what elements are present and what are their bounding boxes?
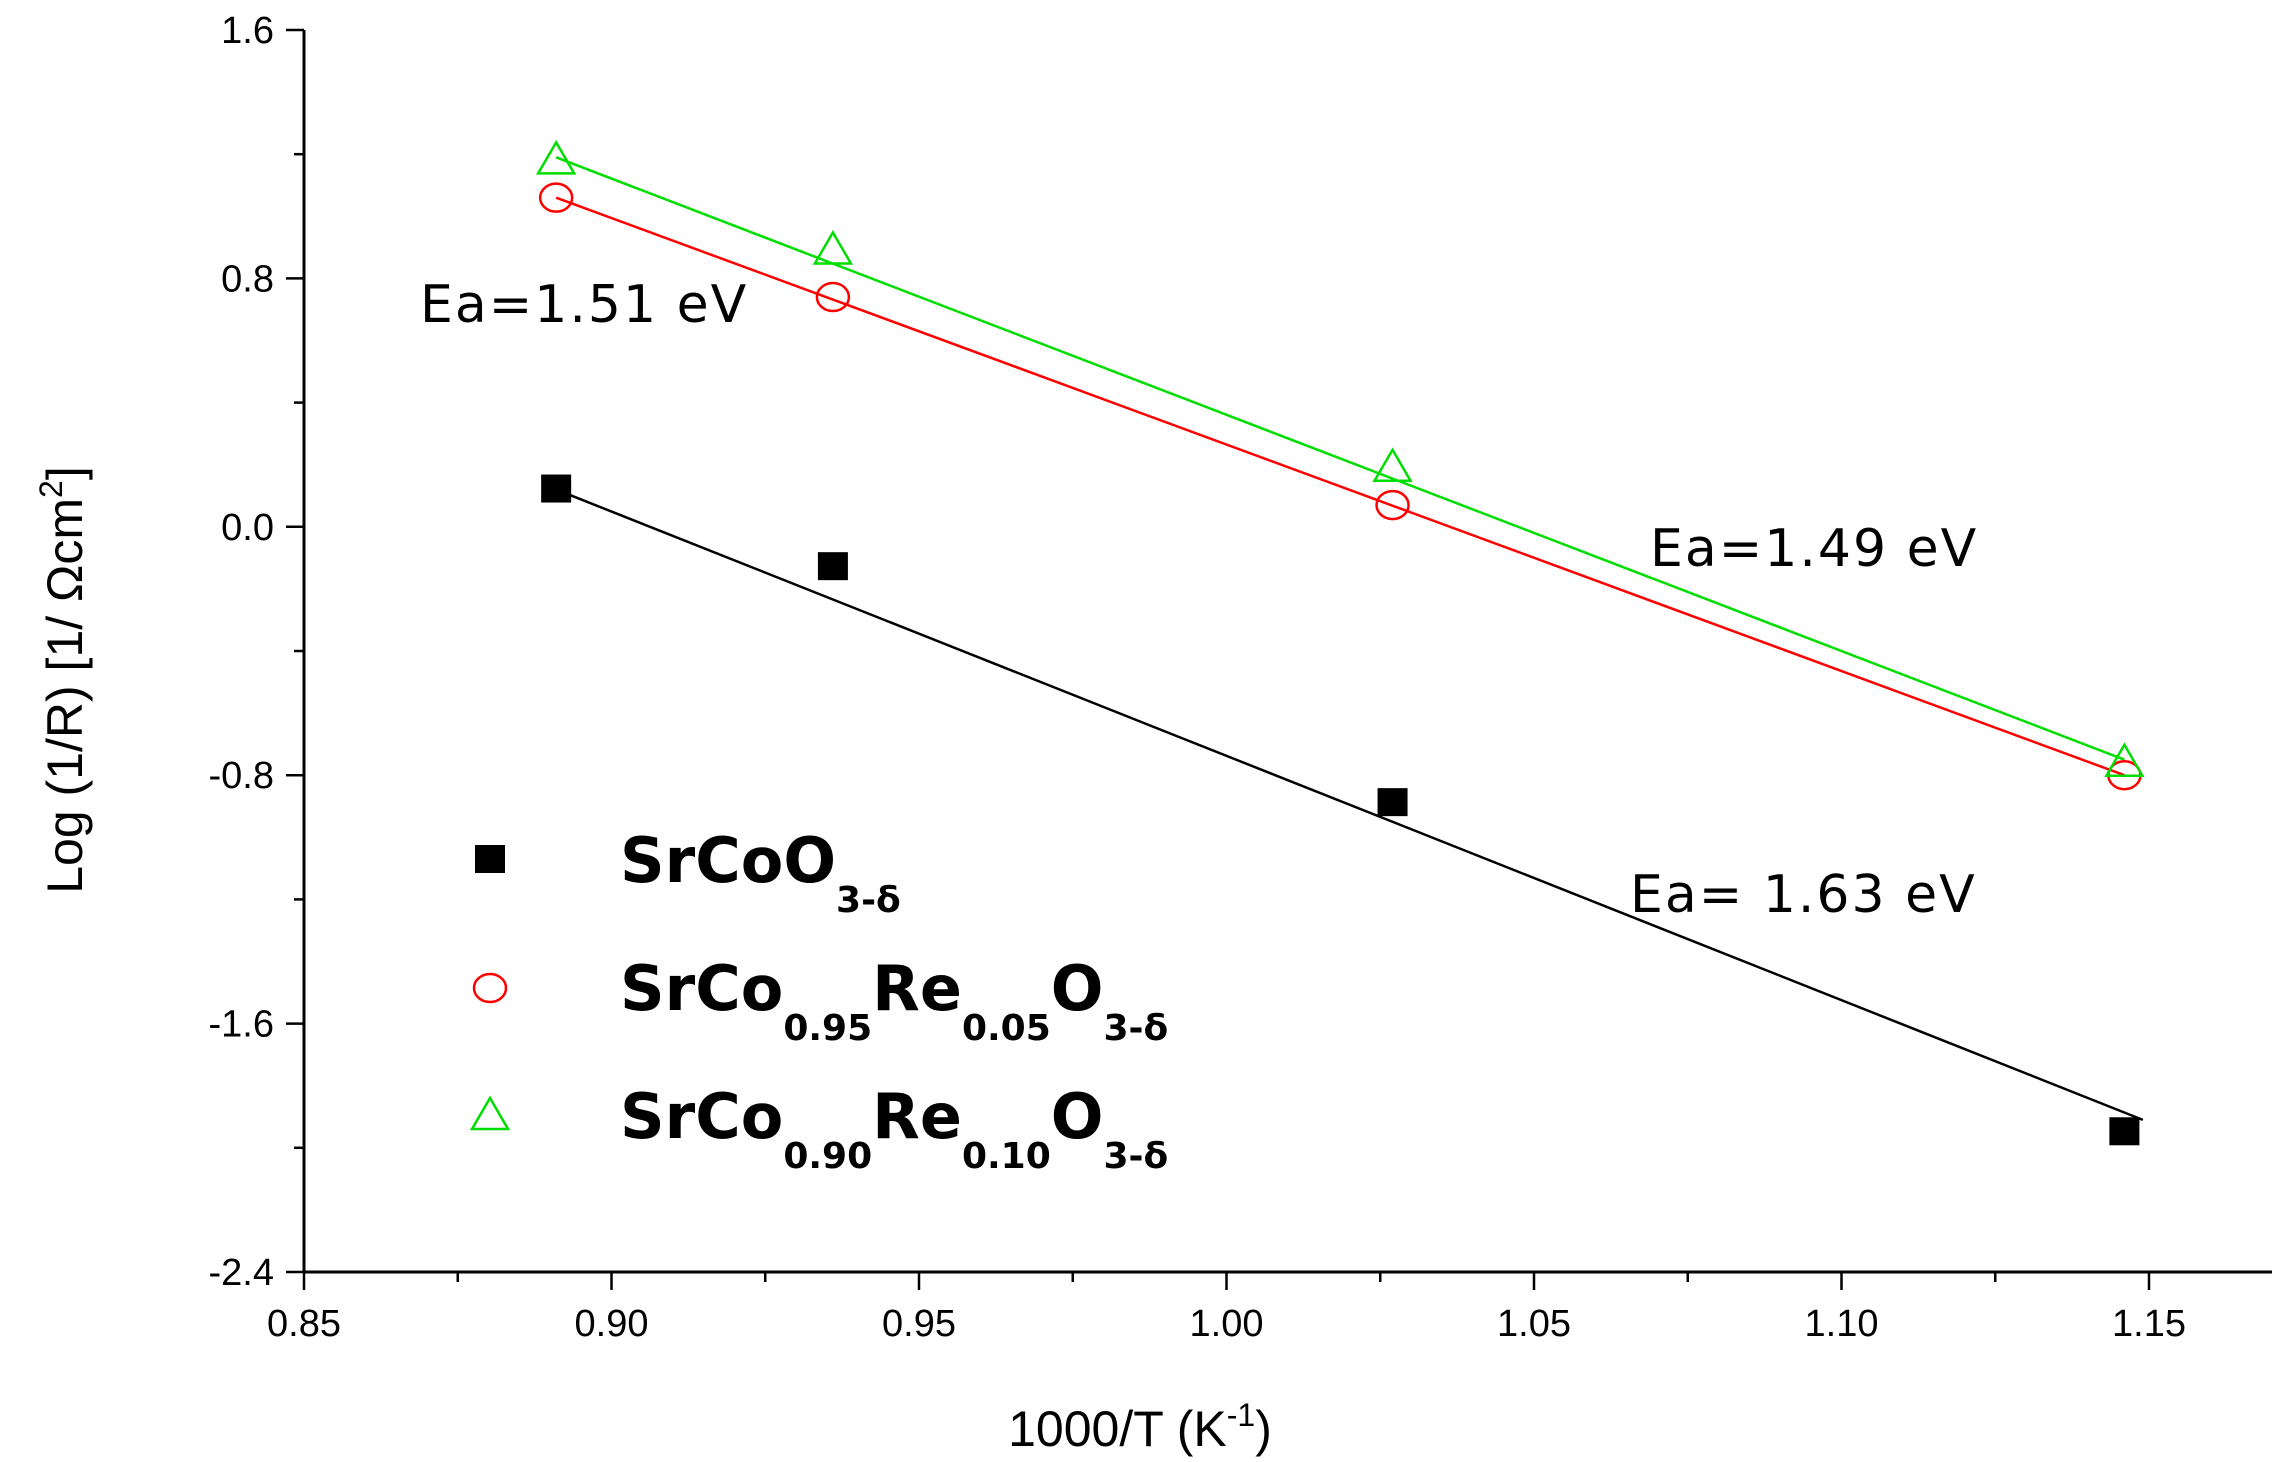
axis-ticks: 0.85 0.90 0.95 1.00 1.05 1.10 1.15 -2.4 -1.6 -0.8… <box>209 10 2186 1345</box>
data-point-s0-3 <box>2109 1117 2140 1146</box>
data-point-s2-1 <box>812 229 854 265</box>
legend-label-2: SrCo0.90Re0.10O3-δ <box>620 1080 1168 1177</box>
legend-marker-2 <box>469 1095 511 1131</box>
annotation-ea-149: Ea=1.49 eV <box>1650 519 1978 579</box>
fit-line-0 <box>555 488 2144 1122</box>
x-axis-title: 1000/T (K-1) <box>1008 1397 1272 1457</box>
x-tick-label: 1.05 <box>1497 1303 1571 1345</box>
x-tick-label: 1.15 <box>2112 1303 2186 1345</box>
annotation-ea-151: Ea=1.51 eV <box>420 275 748 335</box>
x-tick-label: 1.00 <box>1190 1303 1264 1345</box>
fit-line-2 <box>555 156 2125 761</box>
annotation-ea-163: Ea= 1.63 eV <box>1630 865 1977 925</box>
data-markers <box>535 139 2145 1146</box>
legend: SrCoO3-δ SrCo0.95Re0.05O3-δ SrCo0.90Re0.10… <box>469 824 1168 1177</box>
legend-marker-1 <box>472 972 508 1004</box>
data-point-s1-0 <box>538 182 574 213</box>
fit-lines <box>555 156 2144 1122</box>
y-tick-label: 1.6 <box>221 10 274 52</box>
y-tick-label: -1.6 <box>209 1004 274 1046</box>
data-point-s1-1 <box>815 281 851 313</box>
y-tick-label: 0.0 <box>221 507 274 549</box>
x-tick-label: 0.90 <box>575 1303 649 1345</box>
y-tick-label: -0.8 <box>209 755 274 797</box>
x-tick-label: 0.95 <box>882 1303 956 1345</box>
data-point-s2-3 <box>2104 742 2145 778</box>
legend-label-1: SrCo0.95Re0.05O3-δ <box>620 952 1168 1049</box>
data-point-s0-0 <box>541 474 572 503</box>
y-axis-title: Log (1/R) [1/ Ωcm2] <box>33 466 93 894</box>
fit-line-1 <box>555 196 2125 777</box>
data-point-s2-0 <box>535 139 577 175</box>
data-point-s0-2 <box>1377 788 1408 817</box>
data-point-s2-2 <box>1372 447 1413 483</box>
y-tick-label: -2.4 <box>209 1252 274 1294</box>
legend-label-0: SrCoO3-δ <box>620 824 901 921</box>
x-tick-label: 1.10 <box>1805 1303 1879 1345</box>
legend-marker-0 <box>475 845 505 873</box>
data-point-s1-2 <box>1375 489 1410 521</box>
x-tick-label: 0.85 <box>267 1303 341 1345</box>
data-point-s0-1 <box>817 552 848 581</box>
y-tick-label: 0.8 <box>221 258 274 300</box>
plot-area <box>302 30 2272 1274</box>
